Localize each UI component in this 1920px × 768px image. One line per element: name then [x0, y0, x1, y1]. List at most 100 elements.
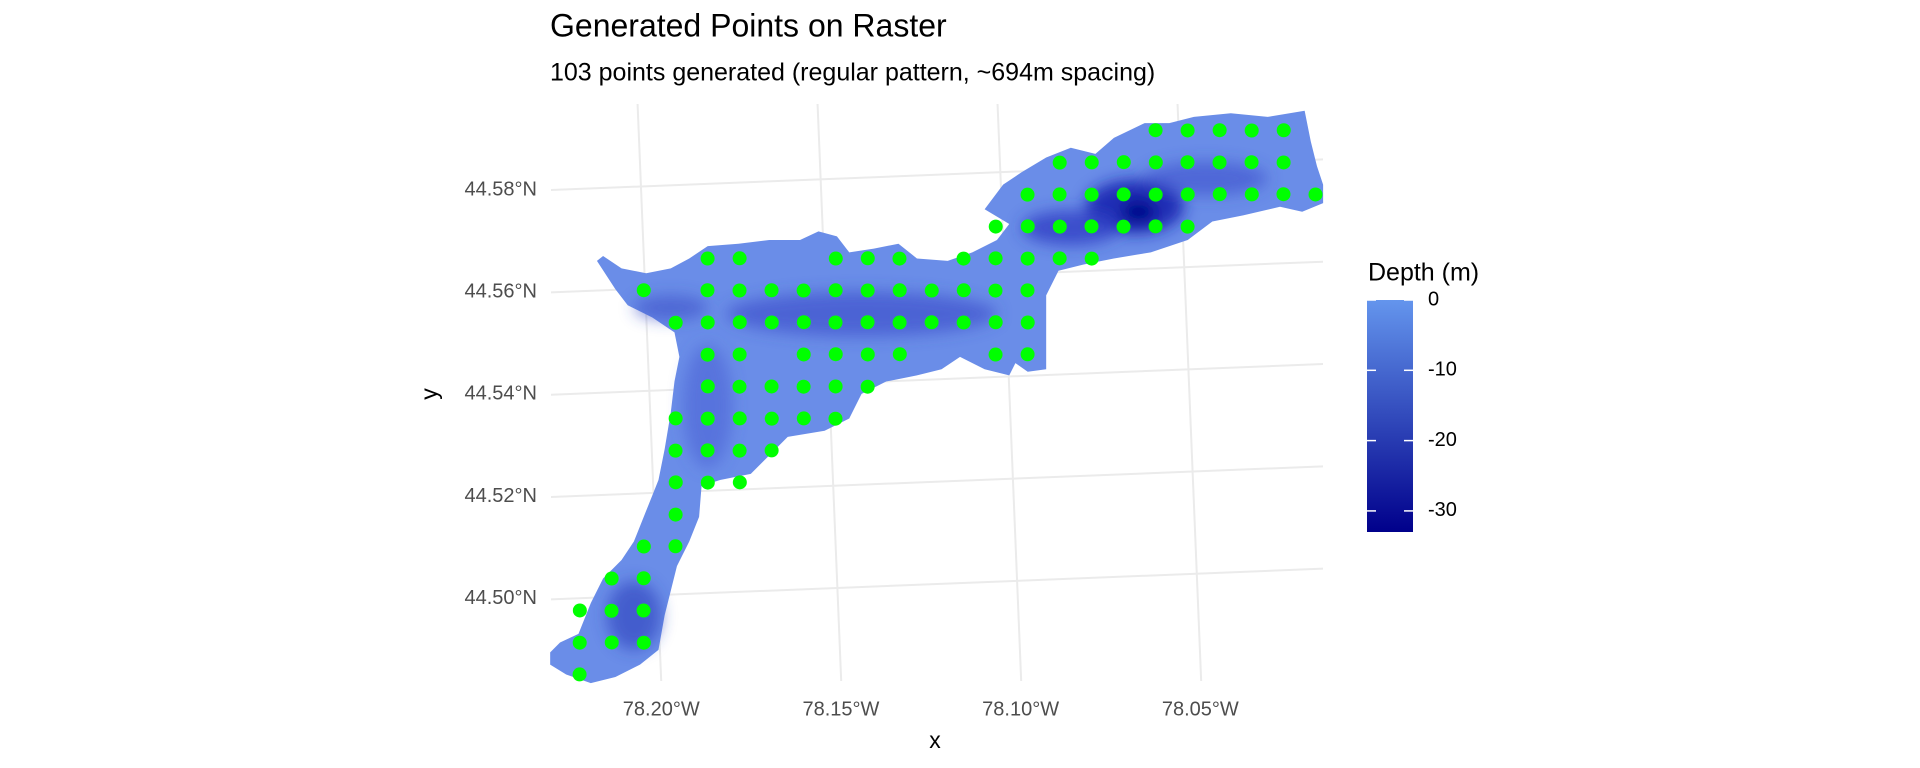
point [700, 443, 715, 458]
point [572, 603, 587, 618]
legend-colorbar [1367, 300, 1413, 532]
point [668, 443, 683, 458]
point [700, 475, 715, 490]
grid-line [551, 363, 1323, 396]
point [604, 571, 619, 586]
point [572, 635, 587, 650]
axes: 78.20°W 78.15°W 78.10°W 78.05°W 44.50°N 44.52… [465, 178, 1239, 720]
point [1020, 251, 1035, 266]
y-tick-label: 44.54°N [465, 383, 538, 405]
point [796, 347, 811, 362]
point [764, 411, 779, 426]
point [732, 475, 747, 490]
point [988, 251, 1003, 266]
point [860, 283, 875, 298]
point [1052, 155, 1067, 170]
point [1116, 219, 1131, 234]
legend-tick-label: -30 [1428, 499, 1457, 521]
point [1276, 155, 1291, 170]
grid-line [996, 104, 1023, 681]
point [924, 315, 939, 330]
legend: Depth (m) 0 -10 -20 -30 [1367, 259, 1479, 532]
point [796, 379, 811, 394]
point [1020, 219, 1035, 234]
y-axis-label: y [416, 388, 442, 400]
point [796, 283, 811, 298]
point [700, 283, 715, 298]
point [828, 347, 843, 362]
point [860, 251, 875, 266]
point [636, 539, 651, 554]
point [828, 411, 843, 426]
point [1148, 155, 1163, 170]
points [572, 123, 1323, 682]
legend-tick-label: -10 [1428, 359, 1457, 381]
point [1148, 187, 1163, 202]
point [1148, 123, 1163, 138]
legend-tick-label: 0 [1428, 288, 1439, 310]
point [1148, 219, 1163, 234]
y-tick-label: 44.56°N [465, 280, 538, 302]
legend-title: Depth (m) [1368, 259, 1479, 287]
point [1212, 155, 1227, 170]
x-tick-label: 78.20°W [623, 698, 700, 720]
point [668, 507, 683, 522]
point [764, 379, 779, 394]
point [1180, 155, 1195, 170]
point [1244, 155, 1259, 170]
point [892, 251, 907, 266]
point [668, 315, 683, 330]
point [732, 411, 747, 426]
point [1116, 187, 1131, 202]
y-tick-label: 44.58°N [465, 178, 538, 200]
point [636, 635, 651, 650]
point [1276, 187, 1291, 202]
point [828, 283, 843, 298]
point [988, 315, 1003, 330]
point [1084, 219, 1099, 234]
y-tick-label: 44.50°N [465, 587, 538, 609]
point [732, 347, 747, 362]
point [988, 283, 1003, 298]
legend-tick-label: -20 [1428, 429, 1457, 451]
point [860, 379, 875, 394]
point [636, 603, 651, 618]
point [732, 283, 747, 298]
point [860, 347, 875, 362]
point [956, 283, 971, 298]
point [1180, 123, 1195, 138]
point [860, 315, 875, 330]
point [700, 379, 715, 394]
point [1052, 251, 1067, 266]
point [700, 347, 715, 362]
point [764, 443, 779, 458]
point [700, 411, 715, 426]
point [732, 443, 747, 458]
point [892, 315, 907, 330]
point [988, 347, 1003, 362]
point [796, 315, 811, 330]
point [668, 539, 683, 554]
point [1020, 187, 1035, 202]
depth-raster [550, 110, 1324, 684]
point [636, 571, 651, 586]
point [828, 251, 843, 266]
point [732, 315, 747, 330]
point [892, 283, 907, 298]
point [1244, 123, 1259, 138]
point [1020, 283, 1035, 298]
point [1020, 347, 1035, 362]
point [732, 251, 747, 266]
point [1276, 123, 1291, 138]
point [668, 475, 683, 490]
point [1212, 187, 1227, 202]
point [988, 219, 1003, 234]
point [956, 251, 971, 266]
point [1308, 187, 1323, 202]
point [796, 411, 811, 426]
x-tick-label: 78.05°W [1162, 698, 1239, 720]
point [1084, 251, 1099, 266]
point [636, 283, 651, 298]
